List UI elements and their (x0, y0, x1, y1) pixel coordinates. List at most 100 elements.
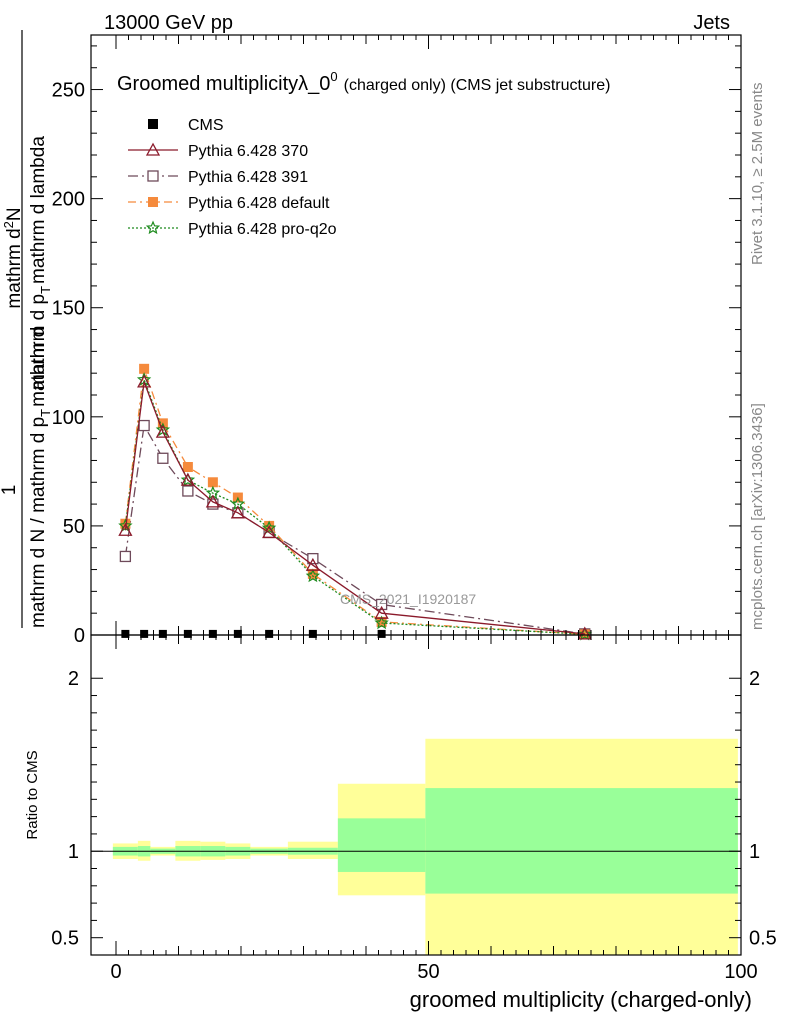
data-point (182, 485, 194, 497)
y-label-num-sup: 2 (1, 221, 16, 228)
data-point (137, 374, 152, 388)
data-point (307, 568, 318, 579)
legend-item: Pythia 6.428 pro-q2o (128, 220, 337, 238)
series-line (124, 423, 585, 635)
ratio-band-inner (425, 788, 738, 894)
header-left: 13000 GeV pp (104, 12, 233, 34)
main-y-ticks: 0 50 100 150 200 250 (52, 45, 741, 647)
legend-label: CMS (188, 117, 224, 134)
y-label-overall-num: mathrm d2N (1, 207, 25, 308)
data-point (138, 419, 150, 432)
legend-item: Pythia 6.428 391 (128, 169, 308, 186)
y-label-den2-text: mathrm d p (28, 294, 49, 390)
y-tick-label: 100 (52, 407, 85, 429)
data-point (265, 629, 274, 638)
x-tick-label: 50 (417, 961, 439, 983)
ratio-y-tick-label-right: 1 (749, 841, 760, 863)
data-point (208, 629, 217, 638)
data-point (376, 616, 387, 627)
data-point (119, 550, 132, 563)
plot-title-main: Groomed multiplicityλ_0 (117, 73, 330, 95)
ratio-band-inner (337, 818, 426, 872)
y-label-num-text: mathrm d (4, 228, 25, 308)
y-tick-label: 50 (63, 516, 85, 538)
rivet-version: Rivet 3.1.10, ≥ 2.5M events (749, 83, 766, 266)
legend-item: Pythia 6.428 370 (128, 142, 308, 160)
main-series (118, 363, 593, 641)
ratio-y-tick-label-right: 2 (749, 668, 760, 690)
ratio-panel: 0.5 0.5 1 1 2 2 0 50 100 (51, 35, 777, 983)
data-point (230, 505, 245, 519)
y-tick-label: 200 (52, 189, 85, 211)
legend-item: Pythia 6.428 default (128, 195, 330, 212)
data-point (233, 629, 242, 638)
data-point (305, 557, 320, 571)
x-tick-label: 100 (724, 961, 757, 983)
data-point (262, 525, 277, 539)
data-point (180, 472, 195, 486)
ratio-y-tick-label-right: 0.5 (749, 928, 777, 950)
header-right: Jets (693, 12, 730, 34)
data-point (118, 522, 133, 536)
plot-title-sup: 0 (330, 69, 337, 84)
y-label-num-N: N (4, 207, 25, 221)
y-label-den-sub: T (38, 409, 53, 417)
y-label-overall-den: mathrm d pTmathrm d lambda (28, 136, 53, 390)
data-point (374, 615, 389, 630)
data-point (157, 452, 169, 464)
ratio-bands (112, 738, 738, 955)
ratio-y-tick-label: 2 (68, 668, 79, 690)
series-line (124, 381, 585, 635)
y-label-den-post: mathrm d (28, 327, 49, 407)
legend-marker (148, 119, 158, 129)
legend-label: Pythia 6.428 370 (188, 143, 308, 160)
data-point (205, 494, 220, 508)
plot-title: Groomed multiplicityλ_00 (charged only) (… (117, 69, 610, 95)
y-axis-label: 1 mathrm d N / mathrm d pTmathrm d mathr… (0, 30, 53, 628)
data-point (577, 626, 593, 641)
data-point (305, 568, 321, 583)
data-point (155, 424, 170, 438)
data-point (121, 629, 130, 638)
legend-marker (147, 170, 159, 182)
series-pythia-6-428-370 (118, 374, 592, 640)
data-point (182, 462, 193, 472)
y-label-den-text: mathrm d N / mathrm d p (28, 417, 49, 628)
y-label-numerator: 1 (0, 485, 20, 496)
y-tick-label: 250 (52, 80, 85, 102)
ratio-y-ticks: 0.5 0.5 1 1 2 2 (51, 668, 777, 949)
analysis-watermark: CMS_2021_I1920187 (340, 591, 476, 607)
legend: CMS Pythia 6.428 370 Pythia 6.428 391 Pythi… (128, 117, 337, 238)
plot-title-suffix: (charged only) (CMS jet substructure) (344, 77, 611, 94)
legend-marker (145, 220, 161, 235)
data-point (180, 472, 196, 487)
data-point (308, 629, 317, 638)
ratio-y-tick-label: 0.5 (51, 928, 79, 950)
legend-marker (148, 197, 158, 207)
data-point (374, 605, 389, 619)
data-point (577, 626, 592, 640)
series-cms (121, 629, 386, 638)
data-point (140, 629, 149, 638)
ratio-y-tick-label: 1 (68, 841, 79, 863)
legend-item: CMS (148, 117, 224, 134)
data-point (377, 629, 386, 638)
x-tick-label: 0 (110, 961, 121, 983)
mcplots-credit: mcplots.cern.ch [arXiv:1306.3436] (749, 403, 766, 630)
y-label-den2-sub: T (38, 286, 53, 294)
data-point (183, 629, 192, 638)
legend-marker (145, 142, 161, 156)
data-point (158, 629, 167, 638)
data-point (375, 598, 388, 611)
legend-label: Pythia 6.428 default (188, 195, 330, 212)
legend-label: Pythia 6.428 391 (188, 169, 308, 186)
legend-label: Pythia 6.428 pro-q2o (188, 221, 337, 238)
y-label-den2-post: mathrm d lambda (28, 136, 49, 284)
y-tick-label: 0 (74, 625, 85, 647)
data-point (139, 363, 150, 374)
x-axis-ticks: 0 50 100 (110, 35, 758, 983)
y-tick-label: 150 (52, 298, 85, 320)
series-line (124, 368, 585, 635)
